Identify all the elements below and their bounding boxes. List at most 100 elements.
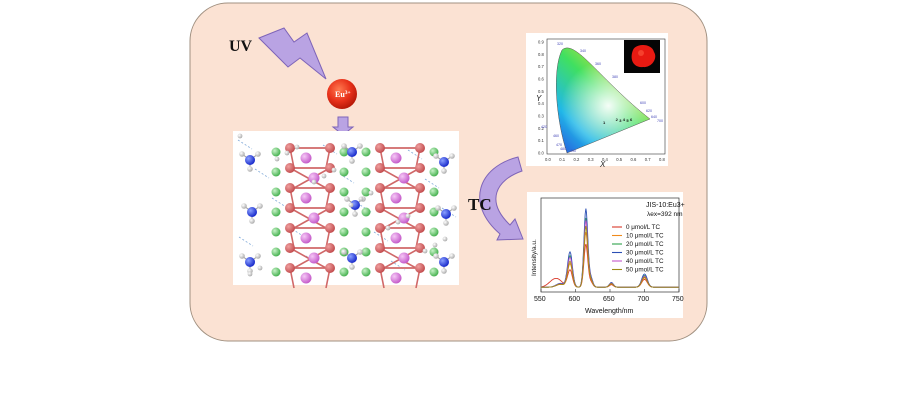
tc-label: TC xyxy=(468,195,492,214)
legend-label: 0 μmol/L TC xyxy=(626,224,661,231)
oxygen-atom xyxy=(415,203,425,213)
cie-chromaticity-chart: 0.0 0.1 0.2 0.3 0.4 0.5 0.6 0.7 0.8 0.0 0.1 0.2 0.3… xyxy=(526,33,668,169)
green-atom xyxy=(271,227,281,237)
cie-ylabel: Y xyxy=(536,94,542,103)
cie-point-label: 2 xyxy=(616,117,619,122)
oxygen-atom xyxy=(375,223,385,233)
cie-x-tick: 0.7 xyxy=(645,157,651,162)
cie-point-label: 1 xyxy=(603,120,606,125)
hydrogen-atom xyxy=(331,167,337,173)
hydrogen-atom xyxy=(352,211,358,217)
green-atom xyxy=(339,227,349,237)
hydrogen-atom xyxy=(433,253,439,259)
cie-x-tick: 0.2 xyxy=(574,157,580,162)
oxygen-atom xyxy=(285,263,295,273)
hydrogen-atom xyxy=(443,220,449,226)
spectrum-x-tick: 700 xyxy=(638,296,650,303)
oxygen-atom xyxy=(325,183,335,193)
cie-x-tick: 0.0 xyxy=(545,157,551,162)
metal-atom xyxy=(300,272,312,284)
nitrogen-atom xyxy=(245,155,255,165)
oxygen-atom xyxy=(415,243,425,253)
hydrogen-atom xyxy=(348,202,354,208)
cie-y-tick: 0.7 xyxy=(538,64,544,69)
green-atom xyxy=(339,187,349,197)
cie-x-tick: 0.4 xyxy=(602,157,608,162)
hydrogen-atom xyxy=(255,151,261,157)
oxygen-atom xyxy=(415,223,425,233)
green-atom xyxy=(339,267,349,277)
hydrogen-atom xyxy=(239,151,245,157)
cie-wavelength-label: 470 xyxy=(556,143,562,147)
oxygen-atom xyxy=(375,263,385,273)
cie-wavelength-label: 340 xyxy=(580,49,586,53)
green-atom xyxy=(429,187,439,197)
metal-atom xyxy=(300,152,312,164)
hydrogen-atom xyxy=(422,248,428,254)
hydrogen-atom xyxy=(442,236,448,242)
oxygen-atom xyxy=(285,203,295,213)
green-atom xyxy=(339,207,349,217)
hydrogen-atom xyxy=(239,253,245,259)
cie-wavelength-label: 420 xyxy=(541,125,547,129)
nitrogen-atom xyxy=(441,209,451,219)
hydrogen-atom xyxy=(311,179,317,185)
oxygen-atom xyxy=(285,143,295,153)
hydrogen-atom xyxy=(432,242,438,248)
spectrum-x-tick: 550 xyxy=(534,296,546,303)
hydrogen-atom xyxy=(435,205,441,211)
hydrogen-atom xyxy=(441,168,447,174)
hydrogen-atom xyxy=(433,153,439,159)
oxygen-atom xyxy=(285,183,295,193)
oxygen-atom xyxy=(325,263,335,273)
green-atom xyxy=(361,147,371,157)
oxygen-atom xyxy=(415,163,425,173)
spectrum-x-tick: 750 xyxy=(672,296,684,303)
spectrum-ylabel: Intensity/a.u. xyxy=(531,239,538,276)
hydrogen-atom xyxy=(357,249,363,255)
oxygen-atom xyxy=(285,243,295,253)
cie-y-tick: 0.0 xyxy=(538,151,544,156)
cie-point-label: 3 xyxy=(619,118,622,123)
hydrogen-atom xyxy=(405,213,411,219)
green-atom xyxy=(271,187,281,197)
hydrogen-atom xyxy=(274,156,280,162)
cie-point-label: 6 xyxy=(630,117,633,122)
green-atom xyxy=(339,147,349,157)
oxygen-atom xyxy=(415,183,425,193)
cie-x-tick: 0.5 xyxy=(616,157,622,162)
eu3-ion-ball xyxy=(327,79,357,109)
hydrogen-atom xyxy=(349,158,355,164)
oxygen-atom xyxy=(325,143,335,153)
hydrogen-atom xyxy=(249,218,255,224)
hydrogen-atom xyxy=(385,225,391,231)
hydrogen-atom xyxy=(341,143,347,149)
cie-wavelength-label: 360 xyxy=(595,62,601,66)
hydrogen-atom xyxy=(441,268,447,274)
green-atom xyxy=(429,267,439,277)
hydrogen-atom xyxy=(241,203,247,209)
uv-label: UV xyxy=(229,38,253,55)
cie-x-tick: 0.3 xyxy=(588,157,594,162)
crystal-structure xyxy=(233,131,459,289)
hydrogen-atom xyxy=(357,143,363,149)
nitrogen-atom xyxy=(439,257,449,267)
cie-y-tick: 0.3 xyxy=(538,114,544,119)
green-atom xyxy=(361,227,371,237)
nitrogen-atom xyxy=(347,147,357,157)
oxygen-atom xyxy=(325,223,335,233)
metal-atom xyxy=(398,172,410,184)
emission-spectrum-chart: 550 600 650 700 750 JIS-10:Eu3+ λex=392 nm 0… xyxy=(527,192,685,318)
cie-y-tick: 0.6 xyxy=(538,77,544,82)
green-atom xyxy=(361,167,371,177)
cie-point-label: 4 xyxy=(623,117,626,122)
hydrogen-atom xyxy=(341,249,347,255)
metal-atom xyxy=(300,192,312,204)
metal-atom xyxy=(390,192,402,204)
cie-wavelength-label: 700 xyxy=(657,119,663,123)
hydrogen-atom xyxy=(368,190,374,196)
cie-wavelength-label: 320 xyxy=(557,42,563,46)
cie-wavelength-label: 460 xyxy=(553,134,559,138)
spectrum-x-tick: 600 xyxy=(569,296,581,303)
cie-wavelength-label: 490 xyxy=(570,149,576,153)
